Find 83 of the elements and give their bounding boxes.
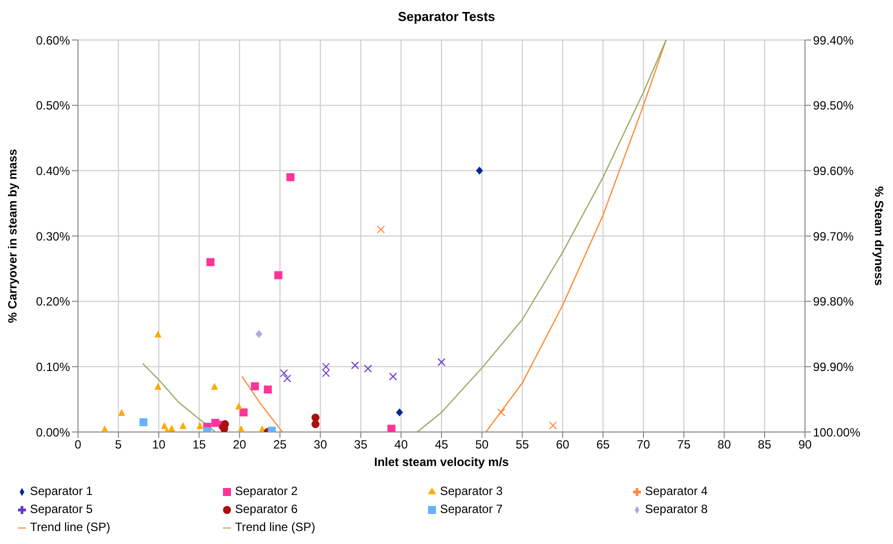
point (235, 402, 242, 410)
point (497, 408, 506, 416)
y-tick-label: 0.30% (36, 229, 70, 244)
point (240, 408, 248, 416)
point (364, 364, 372, 373)
legend-label: Separator 2 (235, 484, 298, 498)
point (283, 374, 292, 382)
y-axis-title: % Carryover in steam by mass (5, 148, 20, 324)
legend-label: Separator 3 (440, 484, 503, 498)
y-tick-label: 0.00% (36, 425, 70, 440)
y-tick-label: 0.20% (36, 294, 70, 309)
point (168, 424, 176, 432)
x-tick-label: 10 (152, 438, 166, 452)
point (139, 418, 148, 426)
point (196, 422, 204, 429)
point (389, 372, 398, 380)
point (211, 382, 218, 390)
y2-tick-label: 99.40% (813, 33, 854, 48)
x-tick-label: 90 (798, 438, 812, 452)
x-tick-label: 40 (394, 438, 408, 452)
y-tick-label: 0.10% (36, 360, 70, 374)
y-tick-label: 0.50% (36, 98, 70, 113)
y2-tick-label: 100.00% (813, 425, 861, 440)
x-tick-label: 45 (434, 438, 448, 452)
x-tick-label: 50 (475, 438, 489, 452)
x-tick-label: 5 (115, 438, 122, 452)
legend-label: Separator 4 (645, 484, 708, 498)
x-tick-label: 75 (677, 438, 691, 452)
x-tick-label: 0 (74, 438, 82, 452)
point (274, 271, 282, 280)
point (250, 382, 259, 390)
point (476, 166, 483, 175)
x-tick-label: 70 (636, 438, 650, 452)
x-tick-label: 20 (232, 438, 247, 452)
point (264, 386, 272, 394)
y-tick-label: 0.40% (36, 164, 70, 178)
point (438, 358, 446, 366)
x-tick-label: 25 (273, 438, 287, 452)
legend-label: Separator 1 (30, 484, 93, 498)
point (118, 408, 126, 416)
x-tick-label: 85 (758, 438, 772, 452)
point (322, 362, 330, 371)
point (238, 425, 245, 432)
y2-tick-label: 99.70% (813, 229, 854, 244)
point (311, 420, 320, 428)
x-tick-label: 80 (718, 438, 732, 452)
y2-tick-label: 99.90% (813, 360, 854, 374)
y2-tick-label: 99.60% (813, 164, 854, 178)
point (206, 258, 214, 266)
point (396, 408, 403, 416)
x-axis-title: Inlet steam velocity m/s (374, 455, 510, 469)
point (211, 418, 220, 427)
point (280, 369, 288, 378)
point (101, 425, 108, 432)
legend-label: Separator 5 (30, 502, 93, 516)
legend-label: Separator 8 (645, 502, 708, 516)
point (286, 173, 294, 182)
point (548, 421, 557, 430)
point (311, 414, 320, 422)
point (351, 361, 360, 370)
x-tick-label: 65 (596, 438, 610, 452)
point (160, 422, 168, 429)
point (180, 422, 187, 429)
legend-label: Separator 7 (440, 502, 503, 516)
x-tick-label: 30 (314, 438, 328, 452)
x-tick-label: 35 (354, 438, 368, 452)
y-tick-label: 0.60% (36, 33, 70, 48)
point (322, 369, 330, 378)
y2-tick-label: 99.50% (813, 98, 854, 113)
legend-label: Trend line (SP) (30, 520, 110, 534)
point (376, 225, 385, 234)
y2-axis-title: % Steam dryness (872, 186, 886, 286)
point (255, 330, 262, 338)
x-tick-label: 60 (556, 438, 570, 452)
x-tick-label: 15 (192, 438, 206, 452)
point (154, 382, 162, 390)
legend-label: Separator 6 (235, 502, 298, 516)
point (387, 424, 396, 432)
chart-title: Separator Tests (396, 8, 496, 26)
x-tick-label: 55 (516, 438, 530, 452)
y2-tick-label: 99.80% (813, 294, 854, 309)
legend-label: Trend line (SP) (235, 520, 316, 534)
point (154, 330, 162, 338)
